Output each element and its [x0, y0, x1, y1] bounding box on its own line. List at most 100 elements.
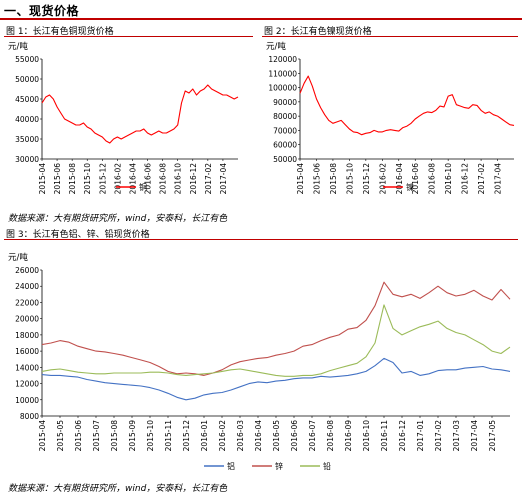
- x-tick-label: 2016-12: [461, 163, 470, 195]
- x-tick-label: 2016-03: [236, 420, 245, 452]
- series-line-铅: [41, 304, 511, 377]
- y-tick-label: 18000: [15, 331, 39, 340]
- x-tick-label: 2015-11: [164, 420, 173, 452]
- x-tick-label: 2016-12: [189, 163, 198, 195]
- x-tick-label: 2017-01: [416, 420, 425, 452]
- x-tick-label: 2015-06: [312, 163, 321, 195]
- x-tick-label: 2017-02: [204, 163, 213, 195]
- series-line-锌: [41, 281, 511, 376]
- x-tick-label: 2015-05: [56, 420, 65, 452]
- x-tick-label: 2015-10: [345, 163, 354, 195]
- y-tick-label: 26000: [15, 266, 39, 275]
- x-tick-label: 2015-04: [296, 163, 305, 195]
- legend-label: 铅: [323, 461, 331, 471]
- x-tick-label: 2016-12: [398, 420, 407, 452]
- y-tick-label: 35000: [15, 135, 39, 144]
- x-tick-label: 2016-02: [378, 163, 387, 195]
- section-title: 一、现货价格: [4, 4, 80, 18]
- y-tick-label: 45000: [15, 95, 39, 104]
- x-tick-label: 2016-06: [411, 163, 420, 195]
- x-tick-label: 2015-08: [329, 163, 338, 195]
- x-tick-label: 2017-04: [494, 163, 503, 195]
- figure-2-caption: 图 2：长江有色镍现货价格: [264, 27, 372, 37]
- y-tick-label: 30000: [15, 155, 39, 164]
- x-tick-label: 2016-10: [444, 163, 453, 195]
- x-tick-label: 2016-08: [428, 163, 437, 195]
- y-tick-label: 50000: [15, 75, 39, 84]
- x-tick-label: 2016-09: [344, 420, 353, 452]
- x-tick-label: 2016-10: [362, 420, 371, 452]
- legend-label: 镍: [406, 182, 414, 192]
- figure-1-chart: 元/吨 30000 35000 40000 45000 50000 55000 2015-04…: [8, 41, 239, 195]
- data-source-2: 数据来源：大有期货研究所，wind，安泰科，长江有色: [8, 484, 228, 494]
- figure-3-chart: 元/吨 8000 10000 12000 14000 16000 18000 20000 220…: [8, 252, 511, 471]
- x-tick-label: 2015-06: [53, 163, 62, 195]
- y-tick-label: 90000: [273, 98, 297, 107]
- figure-2-divider: [262, 36, 518, 37]
- x-tick-label: 2016-04: [395, 163, 404, 195]
- x-tick-label: 2016-10: [174, 163, 183, 195]
- x-tick-label: 2016-04: [128, 163, 137, 195]
- y-tick-label: 55000: [15, 55, 39, 64]
- figure-3-caption: 图 3：长江有色铝、锌、铅现货价格: [6, 230, 150, 240]
- figure-3-divider: [4, 239, 518, 240]
- y-axis-unit-label: 元/吨: [8, 41, 28, 52]
- y-tick-label: 100000: [268, 84, 297, 93]
- x-tick-label: 2016-06: [290, 420, 299, 452]
- y-tick-label: 14000: [15, 363, 39, 372]
- section-divider: [0, 18, 522, 20]
- y-tick-label: 50000: [273, 155, 297, 164]
- x-tick-label: 2016-06: [144, 163, 153, 195]
- x-tick-label: 2016-02: [218, 420, 227, 452]
- x-tick-label: 2015-06: [74, 420, 83, 452]
- x-tick-label: 2015-08: [110, 420, 119, 452]
- x-tick-label: 2016-08: [326, 420, 335, 452]
- x-tick-label: 2015-07: [92, 420, 101, 452]
- figure-1-caption: 图 1：长江有色铜现货价格: [6, 27, 114, 37]
- y-tick-label: 40000: [15, 115, 39, 124]
- legend-label: 锌: [275, 461, 283, 471]
- x-tick-label: 2017-03: [452, 420, 461, 452]
- x-tick-label: 2015-10: [146, 420, 155, 452]
- figure-2-chart: 元/吨 50000 60000 70000 80000 90000 100000 110000…: [266, 41, 515, 195]
- x-tick-label: 2016-02: [113, 163, 122, 195]
- series-line-铝: [41, 357, 511, 401]
- x-tick-label: 2015-04: [38, 163, 47, 195]
- y-axis-unit-label: 元/吨: [8, 252, 28, 263]
- x-tick-label: 2016-11: [380, 420, 389, 452]
- x-tick-label: 2015-08: [68, 163, 77, 195]
- x-tick-label: 2017-04: [470, 420, 479, 452]
- x-tick-label: 2016-07: [308, 420, 317, 452]
- y-tick-label: 8000: [20, 412, 39, 421]
- y-tick-label: 24000: [15, 282, 39, 291]
- legend-label: 铜: [139, 182, 147, 192]
- y-tick-label: 110000: [268, 69, 297, 78]
- x-tick-label: 2015-09: [128, 420, 137, 452]
- figure-1-divider: [4, 36, 253, 37]
- y-axis-unit-label: 元/吨: [266, 41, 286, 52]
- series-line-镍: [299, 75, 515, 136]
- y-tick-label: 10000: [15, 396, 39, 405]
- x-tick-label: 2016-01: [200, 420, 209, 452]
- data-source-1: 数据来源：大有期货研究所，wind，安泰科，长江有色: [8, 214, 228, 224]
- y-tick-label: 70000: [273, 126, 297, 135]
- y-tick-label: 60000: [273, 141, 297, 150]
- series-line-铜: [41, 84, 239, 144]
- x-tick-label: 2017-05: [488, 420, 497, 452]
- x-tick-label: 2015-12: [98, 163, 107, 195]
- x-tick-label: 2016-04: [254, 420, 263, 452]
- x-tick-label: 2017-02: [477, 163, 486, 195]
- x-tick-label: 2015-12: [362, 163, 371, 195]
- x-tick-label: 2017-04: [219, 163, 228, 195]
- y-tick-label: 16000: [15, 347, 39, 356]
- legend-label: 铝: [227, 461, 235, 471]
- x-tick-label: 2016-05: [272, 420, 281, 452]
- x-tick-label: 2017-02: [434, 420, 443, 452]
- x-tick-label: 2015-10: [83, 163, 92, 195]
- y-tick-label: 12000: [15, 380, 39, 389]
- y-tick-label: 80000: [273, 112, 297, 121]
- y-tick-label: 120000: [268, 55, 297, 64]
- x-tick-label: 2015-12: [182, 420, 191, 452]
- x-tick-label: 2016-08: [159, 163, 168, 195]
- x-tick-label: 2015-04: [38, 420, 47, 452]
